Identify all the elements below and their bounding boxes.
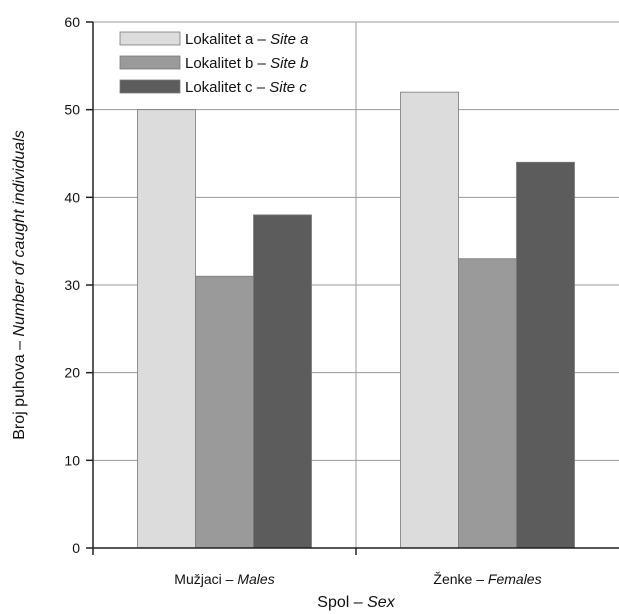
x-axis-title-sep: –	[349, 594, 367, 611]
legend-label-sep: –	[253, 79, 270, 96]
category-italic: Males	[237, 571, 274, 587]
x-category-label: Mužjaci – Males	[174, 571, 274, 587]
y-tick-labels: 0 10 20 30 40 50 60	[64, 14, 80, 556]
category-italic: Females	[488, 571, 542, 587]
y-tick-label: 20	[64, 365, 80, 381]
category-main: Ženke	[433, 571, 472, 587]
legend-label-sep: –	[253, 31, 270, 48]
legend-label-italic: Site b	[270, 55, 308, 72]
bar-site-a-females	[401, 92, 459, 548]
legend-label-main: Lokalitet c	[185, 79, 253, 96]
category-sep: –	[472, 571, 488, 587]
y-axis-title: Broj puhova – Number of caught individua…	[11, 130, 28, 440]
y-axis-title-italic: Number of caught individuals	[11, 130, 28, 336]
y-tick-label: 10	[64, 452, 80, 468]
y-tick-label: 30	[64, 277, 80, 293]
y-axis-title-main: Broj puhova	[11, 354, 28, 439]
legend-label-main: Lokalitet b	[185, 55, 253, 72]
bar-site-b-females	[459, 259, 517, 548]
category-main: Mužjaci	[174, 571, 221, 587]
legend-label: Lokalitet a – Site a	[185, 31, 308, 48]
legend-label: Lokalitet b – Site b	[185, 55, 308, 72]
bar-site-c-females	[517, 162, 575, 548]
x-axis-title-main: Spol	[317, 594, 349, 611]
legend-swatch	[120, 32, 180, 45]
legend-swatch	[120, 80, 180, 93]
y-tick-label: 60	[64, 14, 80, 30]
legend-label-italic: Site a	[270, 31, 308, 48]
bar-site-c-males	[254, 215, 312, 548]
legend-label-sep: –	[253, 55, 270, 72]
x-category-labels: Mužjaci – Males Ženke – Females	[174, 571, 541, 587]
y-tick-label: 0	[72, 540, 80, 556]
y-tick-label: 50	[64, 102, 80, 118]
legend-swatch	[120, 56, 180, 69]
legend-label-main: Lokalitet a	[185, 31, 254, 48]
legend-label-italic: Site c	[269, 79, 307, 96]
y-axis-title-sep: –	[11, 337, 28, 355]
x-axis-title-italic: Sex	[367, 594, 396, 611]
legend: Lokalitet a – Site a Lokalitet b – Site b…	[120, 31, 308, 96]
y-tick-label: 40	[64, 189, 80, 205]
bar-site-b-males	[196, 276, 254, 548]
bar-site-a-males	[138, 110, 196, 548]
x-axis-title: Spol – Sex	[317, 594, 395, 611]
category-sep: –	[222, 571, 238, 587]
x-category-label: Ženke – Females	[433, 571, 541, 587]
legend-label: Lokalitet c – Site c	[185, 79, 307, 96]
